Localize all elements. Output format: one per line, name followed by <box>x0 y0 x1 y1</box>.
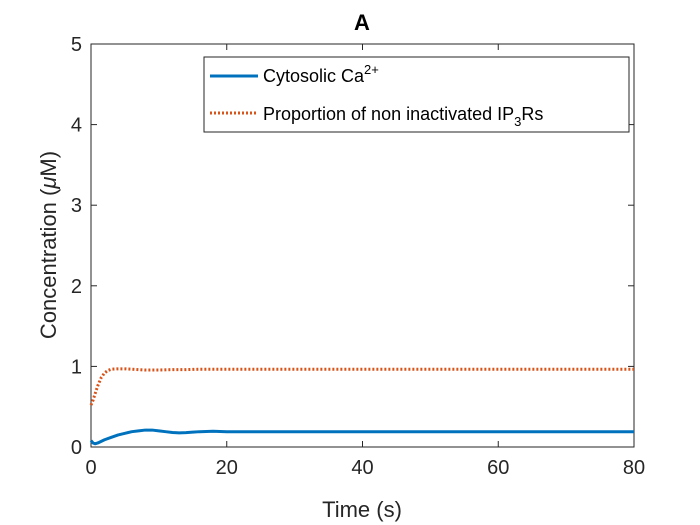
y-tick-label: 1 <box>71 356 82 378</box>
x-tick-label: 80 <box>623 457 645 479</box>
y-tick-label: 3 <box>71 195 82 217</box>
y-axis-label-suffix: M) <box>36 151 61 177</box>
legend-label-ip3rs-main: Proportion of non inactivated IP <box>263 104 514 124</box>
legend-label-cytosolic-ca: Cytosolic Ca2+ <box>263 62 379 86</box>
legend-label-ip3rs: Proportion of non inactivated IP3Rs <box>263 104 543 129</box>
legend-label-cytosolic-ca-sup: 2+ <box>364 62 379 77</box>
legend-label-ip3rs-end: Rs <box>521 104 543 124</box>
chart-title: A <box>354 10 370 35</box>
x-axis-label: Time (s) <box>322 497 402 522</box>
legend-label-ip3rs-sub: 3 <box>514 114 521 129</box>
x-tick-label: 40 <box>351 457 373 479</box>
x-tick-label: 60 <box>487 457 509 479</box>
y-tick-label: 2 <box>71 276 82 298</box>
legend: Cytosolic Ca2+ Proportion of non inactiv… <box>203 56 630 133</box>
y-axis-label: Concentration (μM) <box>36 151 61 339</box>
y-axis-label-prefix: Concentration ( <box>36 188 61 339</box>
legend-label-cytosolic-ca-main: Cytosolic Ca <box>263 66 365 86</box>
y-tick-label: 4 <box>71 115 82 137</box>
series-layer <box>89 367 634 446</box>
y-axis: 0 1 2 3 4 5 <box>71 34 634 459</box>
x-tick-label: 20 <box>216 457 238 479</box>
series-line-cytosolic-ca <box>89 428 634 446</box>
x-axis: 0 20 40 60 80 <box>85 44 645 479</box>
y-axis-label-greek: μ <box>36 177 61 190</box>
legend-box <box>203 56 630 133</box>
y-tick-label: 5 <box>71 34 82 56</box>
x-tick-label: 0 <box>85 457 96 479</box>
y-tick-label: 0 <box>71 437 82 459</box>
